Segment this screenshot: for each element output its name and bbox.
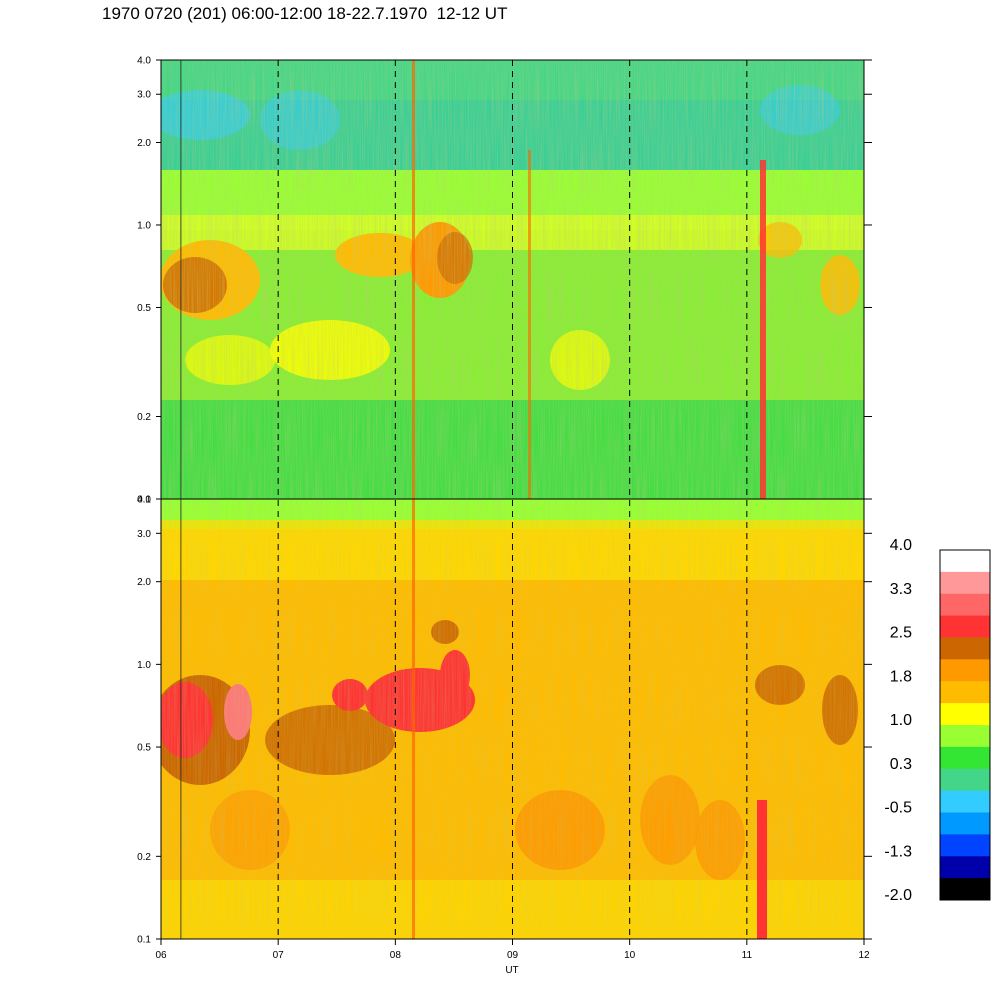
x-axis-label: UT	[505, 965, 518, 976]
x-tick-label: 06	[155, 950, 167, 961]
colorbar-label: -0.5	[884, 800, 912, 817]
y-tick-label: 0.1	[137, 495, 151, 506]
colorbar-swatch	[940, 659, 990, 682]
y-tick-label: 2.0	[137, 577, 151, 588]
colorbar-label: -1.3	[884, 843, 912, 860]
colorbar-swatch	[940, 550, 990, 573]
colorbar-swatch	[940, 768, 990, 792]
y-tick-label: 0.2	[137, 852, 151, 863]
y-tick-label: 2.0	[137, 138, 151, 149]
colorbar: 4.0 3.3 2.5 1.8 1.0 0.3 -0.5 -1.3 -2.0	[884, 537, 991, 904]
colorbar-swatch	[940, 593, 990, 617]
x-tick-label: 08	[390, 950, 402, 961]
colorbar-label: 4.0	[890, 537, 912, 554]
colorbar-label: 3.3	[890, 581, 912, 598]
colorbar-label: -2.0	[884, 887, 912, 904]
y-tick-label: 3.0	[137, 529, 151, 540]
x-tick-label: 10	[624, 950, 636, 961]
colorbar-label: 2.5	[890, 625, 912, 642]
y-tick-label: 3.0	[137, 90, 151, 101]
colorbar-swatch	[940, 637, 990, 660]
hour-markers	[180, 60, 748, 939]
x-tick-label: 07	[273, 950, 285, 961]
x-tick-label: 12	[858, 950, 870, 961]
x-tick-label: 09	[507, 950, 519, 961]
upper-panel-field	[161, 60, 864, 499]
colorbar-swatch	[940, 878, 990, 901]
y-tick-label: 4.0	[137, 495, 151, 506]
colorbar-label: 0.3	[890, 756, 912, 773]
y-tick-label: 0.2	[137, 412, 151, 423]
y-tick-label: 0.5	[137, 303, 151, 314]
upper-panel	[160, 59, 865, 500]
page-title: 1970 0720 (201) 06:00-12:00 18-22.7.1970…	[102, 4, 508, 23]
y-tick-label: 1.0	[137, 220, 151, 231]
x-axis: 06 07 08 09 10 11 12	[155, 939, 870, 961]
colorbar-swatch	[940, 681, 990, 704]
lower-panel	[160, 498, 865, 940]
colorbar-frame	[939, 549, 991, 901]
y-tick-label: 1.0	[137, 660, 151, 671]
y-axes: 0.10.20.51.02.03.04.00.10.20.51.02.03.04…	[137, 56, 872, 946]
lower-panel-field	[161, 499, 864, 939]
colorbar-swatch	[940, 725, 990, 748]
colorbar-swatch	[940, 571, 990, 595]
colorbar-label: 1.0	[890, 712, 912, 729]
colorbar-swatch	[940, 703, 990, 726]
colorbar-label: 1.8	[890, 668, 912, 685]
y-tick-label: 0.1	[137, 935, 151, 946]
x-tick-label: 11	[742, 950, 753, 961]
colorbar-swatch	[940, 834, 990, 857]
colorbar-swatch	[940, 790, 990, 813]
colorbar-swatch	[940, 746, 990, 770]
colorbar-swatch	[940, 856, 990, 879]
y-tick-label: 0.5	[137, 743, 151, 754]
colorbar-swatch	[940, 615, 990, 638]
y-tick-label: 4.0	[137, 56, 151, 67]
colorbar-swatch	[940, 812, 990, 835]
